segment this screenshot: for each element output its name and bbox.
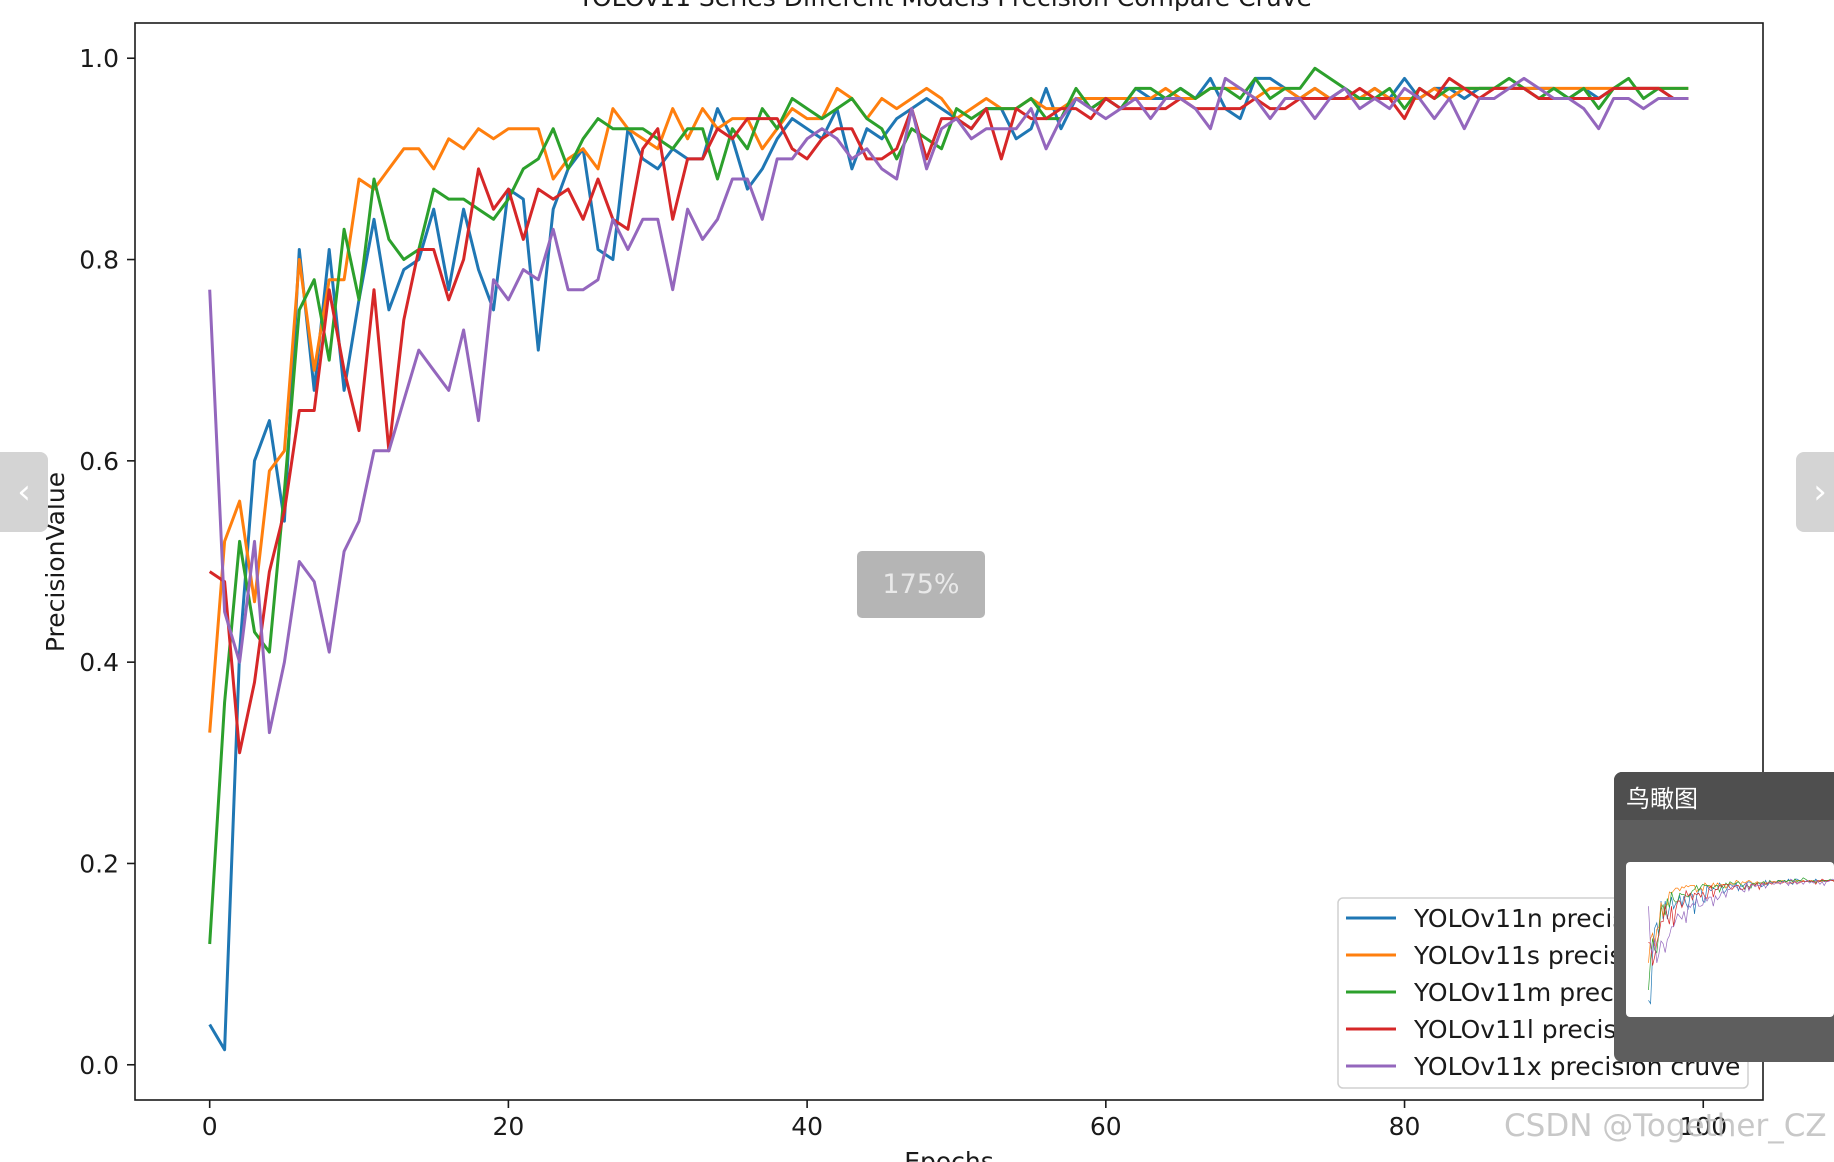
plot-frame (134, 22, 1764, 1101)
prev-image-button[interactable]: ‹ (0, 452, 48, 532)
x-tick-label: 80 (1389, 1112, 1421, 1141)
thumb-series-line-5 (1648, 878, 1834, 963)
thumb-series-line-3 (1648, 877, 1834, 991)
y-axis: 0.0 0.2 0.4 0.6 0.8 1.0 (79, 44, 135, 1080)
x-axis-label: Epochs (904, 1147, 994, 1162)
birdseye-title: 鸟瞰图 (1614, 772, 1834, 820)
chevron-right-icon: › (1813, 472, 1827, 512)
thumb-series-line-1 (1648, 878, 1834, 1005)
birdseye-panel[interactable]: 鸟瞰图 (1614, 772, 1834, 1062)
y-tick-label: 0.4 (79, 648, 119, 677)
x-tick-label: 100 (1679, 1112, 1727, 1141)
watermark: CSDN @Together_CZ (1504, 1108, 1827, 1144)
chevron-left-icon: ‹ (17, 472, 31, 512)
y-tick-label: 0.2 (79, 849, 119, 878)
x-tick-label: 60 (1090, 1112, 1122, 1141)
birdseye-thumbnail[interactable] (1626, 862, 1834, 1017)
series-line-4 (208, 76, 1689, 755)
zoom-level-badge: 175% (857, 551, 985, 618)
x-tick-label: 20 (492, 1112, 524, 1141)
thumb-series-line-4 (1648, 878, 1834, 966)
next-image-button[interactable]: › (1796, 452, 1834, 532)
y-tick-label: 1.0 (79, 44, 119, 73)
x-tick-label: 0 (202, 1112, 218, 1141)
thumb-series-line-2 (1648, 879, 1834, 963)
y-tick-label: 0.0 (79, 1051, 119, 1080)
x-axis: 0 20 40 60 80 100 (202, 1100, 1727, 1141)
x-tick-label: 40 (791, 1112, 823, 1141)
series-line-2 (208, 86, 1689, 733)
series-line-3 (208, 66, 1689, 945)
y-tick-label: 0.6 (79, 447, 119, 476)
y-tick-label: 0.8 (79, 246, 119, 275)
series-line-5 (208, 76, 1689, 735)
plot-area (208, 66, 1689, 1052)
chart-title: YOLOv11 Series Different Models Precisio… (577, 0, 1312, 12)
